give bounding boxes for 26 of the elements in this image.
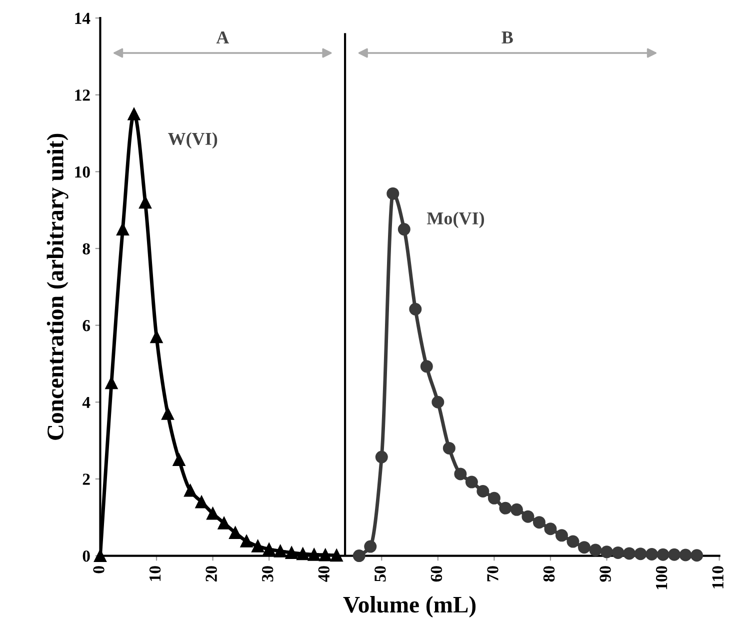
- series-label: W(VI): [168, 132, 218, 149]
- y-tick-label: 0: [82, 550, 90, 562]
- series-label: Mo(VI): [426, 212, 484, 228]
- x-tick-label: 60: [430, 566, 442, 582]
- x-tick-label: 30: [262, 566, 274, 582]
- x-tick-label: 40: [318, 566, 330, 582]
- x-tick-label: 90: [600, 566, 611, 582]
- x-tick-label: 10: [149, 566, 161, 581]
- x-tick-label: 110: [712, 566, 724, 588]
- x-axis-title: Volume (mL): [343, 596, 476, 618]
- y-tick-label: 14: [75, 12, 90, 24]
- y-axis-title: Concentration (arbitrary unit): [46, 134, 68, 440]
- x-tick-label: 0: [93, 566, 104, 574]
- y-tick-label: 10: [75, 166, 90, 178]
- y-tick-label: 12: [75, 90, 90, 101]
- x-tick-label: 20: [206, 566, 217, 582]
- y-tick-label: 8: [82, 243, 90, 254]
- annotation: B: [502, 32, 513, 44]
- y-tick-label: 2: [82, 474, 90, 485]
- x-tick-label: 80: [543, 566, 555, 582]
- y-tick-label: 4: [82, 396, 90, 408]
- y-tick-label: 6: [82, 320, 90, 332]
- x-tick-label: 50: [374, 566, 386, 582]
- annotation: A: [216, 31, 230, 44]
- x-tick-label: 70: [487, 566, 498, 582]
- x-tick-label: 100: [656, 566, 668, 590]
